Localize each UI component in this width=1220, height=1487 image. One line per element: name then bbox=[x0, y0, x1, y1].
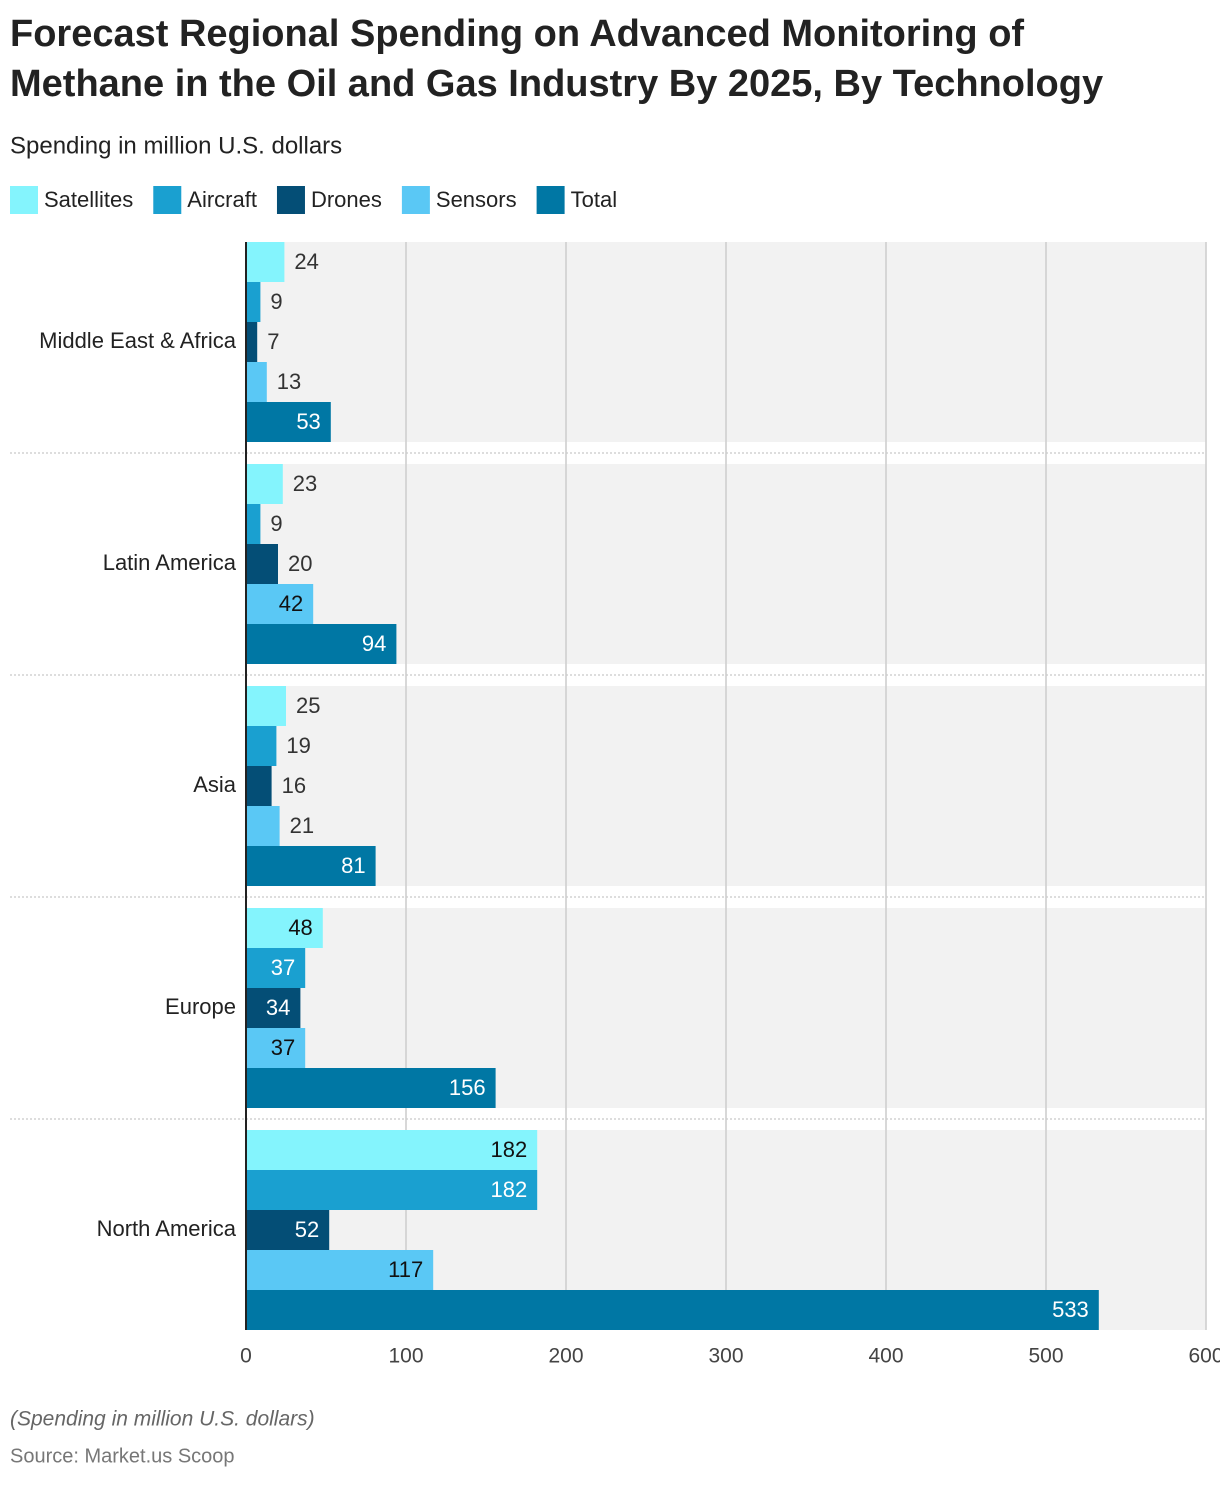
x-tick-label: 0 bbox=[240, 1345, 252, 1368]
data-label: 156 bbox=[449, 1075, 486, 1100]
data-label: 16 bbox=[282, 773, 306, 798]
bar bbox=[246, 464, 283, 504]
legend-swatch bbox=[401, 186, 430, 214]
data-label: 13 bbox=[277, 369, 301, 394]
bar bbox=[246, 322, 258, 362]
data-label: 182 bbox=[490, 1137, 527, 1162]
x-tick-label: 200 bbox=[548, 1345, 583, 1368]
data-label: 24 bbox=[294, 249, 318, 274]
bar bbox=[246, 1028, 306, 1068]
data-label: 52 bbox=[295, 1217, 319, 1242]
data-label: 182 bbox=[490, 1177, 527, 1202]
data-label: 81 bbox=[341, 853, 365, 878]
data-label: 117 bbox=[388, 1257, 423, 1282]
bar bbox=[246, 1170, 538, 1210]
data-label: 23 bbox=[293, 471, 317, 496]
data-label: 94 bbox=[362, 631, 386, 656]
bar bbox=[246, 1210, 330, 1250]
x-tick-label: 100 bbox=[388, 1345, 423, 1368]
x-tick-label: 300 bbox=[708, 1345, 743, 1368]
legend-swatch bbox=[276, 186, 305, 214]
bar bbox=[246, 1130, 538, 1170]
bar bbox=[246, 504, 261, 544]
bar bbox=[246, 908, 323, 948]
bar bbox=[246, 1290, 1099, 1330]
legend-swatch bbox=[536, 186, 565, 214]
y-tick-label: Europe bbox=[165, 994, 236, 1019]
source: Source: Market.us Scoop bbox=[10, 1445, 235, 1467]
data-label: 25 bbox=[296, 693, 320, 718]
data-label: 37 bbox=[271, 1035, 295, 1060]
y-tick-label: Asia bbox=[193, 772, 237, 797]
bar bbox=[246, 1250, 434, 1290]
data-label: 533 bbox=[1052, 1297, 1089, 1322]
data-label: 42 bbox=[279, 591, 303, 616]
data-label: 21 bbox=[290, 813, 314, 838]
y-tick-label: North America bbox=[97, 1216, 237, 1241]
x-tick-label: 400 bbox=[868, 1345, 903, 1368]
x-tick-label: 600 bbox=[1188, 1345, 1220, 1368]
bar bbox=[246, 624, 397, 664]
chart-subtitle: Spending in million U.S. dollars bbox=[10, 132, 342, 159]
note: (Spending in million U.S. dollars) bbox=[10, 1408, 315, 1431]
bar bbox=[246, 282, 261, 322]
chart-title: Forecast Regional Spending on Advanced M… bbox=[10, 13, 1024, 55]
legend-label: Sensors bbox=[436, 187, 517, 212]
bar bbox=[246, 948, 306, 988]
bar bbox=[246, 362, 267, 402]
bar bbox=[246, 766, 272, 806]
data-label: 20 bbox=[288, 551, 312, 576]
bar bbox=[246, 402, 331, 442]
bar bbox=[246, 544, 278, 584]
data-label: 9 bbox=[270, 511, 282, 536]
bar bbox=[246, 1068, 496, 1108]
data-label: 48 bbox=[288, 915, 312, 940]
legend-label: Satellites bbox=[44, 187, 133, 212]
y-tick-label: Latin America bbox=[103, 550, 237, 575]
bar bbox=[246, 726, 277, 766]
data-label: 19 bbox=[286, 733, 310, 758]
legend-swatch bbox=[153, 186, 182, 214]
y-tick-label: Middle East & Africa bbox=[39, 328, 237, 353]
bar bbox=[246, 846, 376, 886]
bar bbox=[246, 584, 314, 624]
data-label: 53 bbox=[296, 409, 320, 434]
bar bbox=[246, 988, 301, 1028]
data-label: 7 bbox=[267, 329, 279, 354]
legend-label: Aircraft bbox=[187, 187, 257, 212]
data-label: 34 bbox=[266, 995, 290, 1020]
x-tick-label: 500 bbox=[1028, 1345, 1063, 1368]
chart-title: Methane in the Oil and Gas Industry By 2… bbox=[10, 63, 1103, 105]
data-label: 37 bbox=[271, 955, 295, 980]
data-label: 9 bbox=[270, 289, 282, 314]
bar bbox=[246, 242, 285, 282]
legend-swatch bbox=[10, 186, 38, 214]
legend-label: Drones bbox=[311, 187, 382, 212]
bar bbox=[246, 686, 286, 726]
legend-label: Total bbox=[571, 187, 617, 212]
bar bbox=[246, 806, 280, 846]
